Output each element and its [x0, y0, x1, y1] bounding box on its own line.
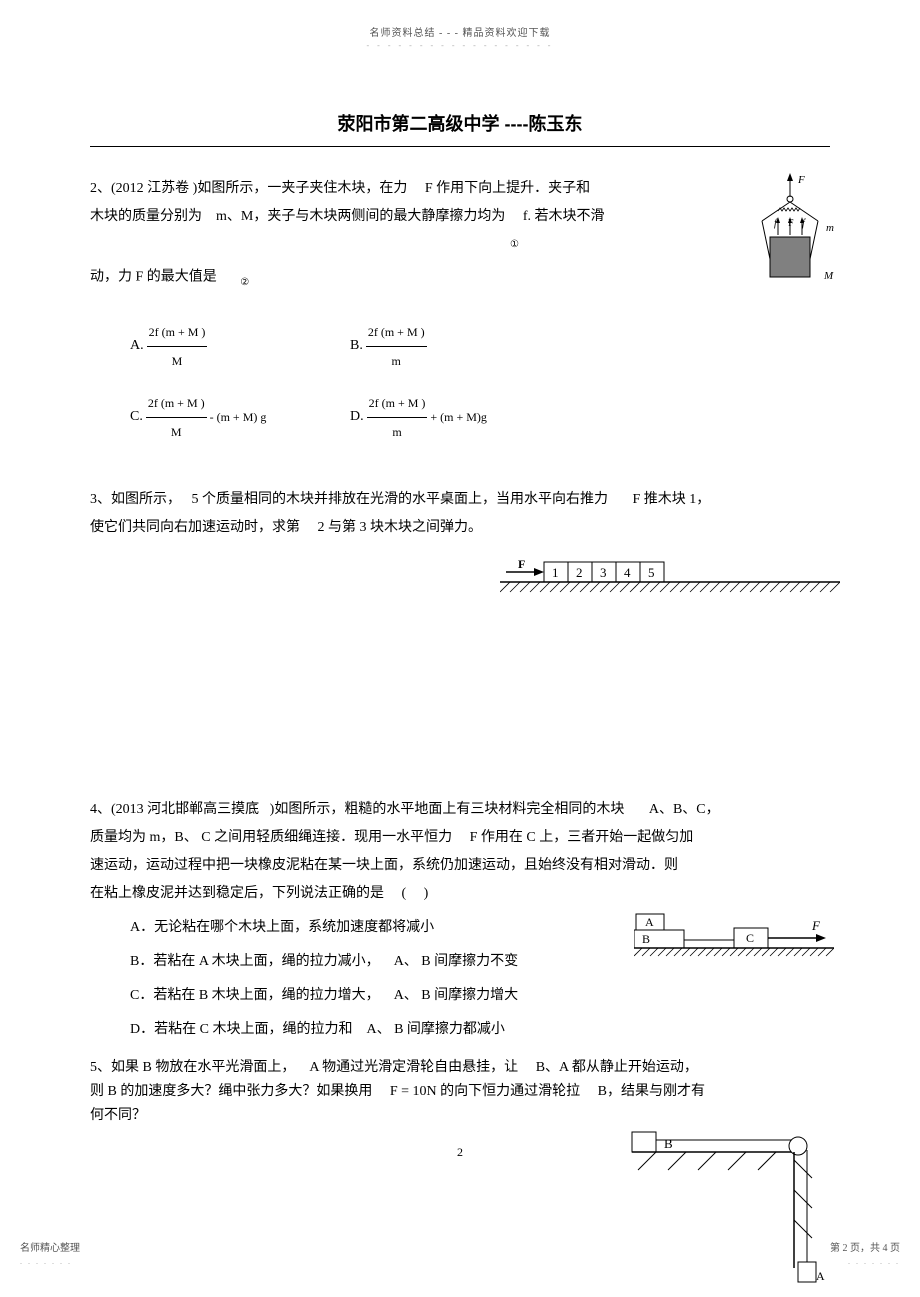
q3-fig-F: F [518, 557, 525, 571]
q4-fig-B: B [642, 932, 650, 946]
q2-optB-num: 2f (m + M ) [366, 318, 427, 347]
q4-l1b: )如图所示，粗糙的水平地面上有三块材料完全相同的木块 [270, 802, 625, 817]
q2-optD-num: 2f (m + M ) [367, 389, 428, 418]
q3-fig-b2: 2 [576, 565, 583, 580]
q4-optD2: A、 B 间摩擦力都减小 [366, 1022, 504, 1037]
q2-optB-label: B. [350, 332, 363, 360]
q3-fig-b3: 3 [600, 565, 607, 580]
q3-l1b: 5 个质量相同的木块并排放在光滑的水平桌面上，当用水平向右推力 [192, 492, 609, 507]
footer-dots-right: . . . . . . . [848, 1257, 900, 1266]
question-4: 4、(2013 河北邯郸高三摸底 )如图所示，粗糙的水平地面上有三块材料完全相同… [90, 796, 830, 1044]
q4-l4c: ) [424, 886, 429, 901]
q4-optB1: B．若粘在 A 木块上面，绳的拉力减小， [130, 954, 380, 969]
q4-optB2: A、 B 间摩擦力不变 [394, 954, 518, 969]
q4-optD: D．若粘在 C 木块上面，绳的拉力和 A、 B 间摩擦力都减小 [130, 1016, 830, 1044]
q2-optC-tail: - (m + M) g [210, 403, 267, 431]
q2-optC: C. 2f (m + M )M - (m + M) g [130, 389, 350, 446]
q4-l4b: ( [402, 886, 407, 901]
q2-fig-F: F [797, 174, 805, 186]
q2-circle2: ② [240, 277, 249, 288]
q4-l1a: 4、(2013 河北邯郸高三摸底 [90, 802, 259, 817]
q2-fig-F2: F [788, 218, 794, 229]
content-area: 2、(2012 江苏卷 )如图所示，一夹子夹住木块，在力 F 作用下向上提升．夹… [0, 175, 920, 1128]
q4-l4a: 在粘上橡皮泥并达到稳定后，下列说法正确的是 [90, 886, 384, 901]
q5-l1b: A 物通过光滑定滑轮自由悬挂，让 [309, 1060, 518, 1075]
q2-p2: F 作用下向上提升．夹子和 [425, 181, 590, 196]
page-title: 荥阳市第二高级中学 ----陈玉东 [0, 110, 920, 136]
q5-l2b: F = 10N 的向下恒力通过滑轮拉 [390, 1084, 580, 1099]
q2-optC-num: 2f (m + M ) [146, 389, 207, 418]
question-5: 5、如果 B 物放在水平光滑面上， A 物通过光滑定滑轮自由悬挂，让 B、A 都… [90, 1056, 830, 1128]
q4-l2b: F 作用在 C 上，三者开始一起做匀加 [470, 830, 694, 845]
q5-l1c: B、A 都从静止开始运动， [536, 1060, 698, 1075]
q2-optB: B. 2f (m + M )m [350, 318, 430, 375]
q4-optC: C．若粘在 B 木块上面，绳的拉力增大， A、 B 间摩擦力增大 [130, 982, 830, 1010]
q2-figure: F f F f m M [740, 171, 840, 301]
q4-optC1: C．若粘在 B 木块上面，绳的拉力增大， [130, 988, 380, 1003]
q3-fig-b4: 4 [624, 565, 631, 580]
q2-optC-label: C. [130, 403, 143, 431]
q4-l1c: A、B、C， [649, 802, 720, 817]
q2-l2a: 木块的质量分别为 [90, 209, 202, 224]
q3-l1c: F 推木块 1， [633, 492, 711, 507]
q2-optD: D. 2f (m + M )m + (m + M)g [350, 389, 487, 446]
header-top-text: 名师资料总结 - - - 精品资料欢迎下载 [0, 0, 920, 39]
q2-fig-M: M [823, 270, 834, 282]
q2-optD-label: D. [350, 403, 364, 431]
q2-options-row2: C. 2f (m + M )M - (m + M) g D. 2f (m + M… [130, 389, 830, 446]
q2-l2c: f. 若木块不滑 [523, 209, 605, 224]
q2-fig-m: m [826, 222, 834, 234]
q5-l2c: B，结果与刚才有 [598, 1084, 705, 1099]
footer-dots-left: . . . . . . . [20, 1257, 72, 1266]
q5-fig-A: A [816, 1269, 825, 1283]
q4-fig-F: F [811, 918, 821, 933]
q2-optB-den: m [366, 347, 427, 375]
q2-optA-num: 2f (m + M ) [147, 318, 208, 347]
title-underline [90, 146, 830, 147]
question-2: 2、(2012 江苏卷 )如图所示，一夹子夹住木块，在力 F 作用下向上提升．夹… [90, 175, 830, 446]
q3-l2a: 使它们共同向右加速运动时，求第 [90, 520, 300, 535]
q4-figure: A B C F [634, 912, 834, 968]
q2-text: 2、(2012 江苏卷 )如图所示，一夹子夹住木块，在力 F 作用下向上提升．夹… [90, 175, 830, 292]
footer-left: 名师精心整理 [20, 1239, 80, 1254]
title-sep: ---- [505, 114, 529, 134]
q3-figure: F 1 2 3 4 5 [500, 556, 840, 606]
q2-optA-den: M [147, 347, 208, 375]
q5-l1a: 5、如果 B 物放在水平光滑面上， [90, 1060, 295, 1075]
q2-circle1: ① [510, 231, 519, 259]
q4-l3: 速运动，运动过程中把一块橡皮泥粘在某一块上面，系统仍加速运动，且始终没有相对滑动… [90, 858, 678, 873]
footer-right: 第 2 页，共 4 页 [830, 1239, 900, 1254]
title-school: 荥阳市第二高级中学 [338, 114, 500, 134]
q3-l2b: 2 与第 3 块木块之间弹力。 [318, 520, 483, 535]
q2-options-row1: A. 2f (m + M )M B. 2f (m + M )m [130, 318, 830, 375]
q2-p1: 2、(2012 江苏卷 )如图所示，一夹子夹住木块，在力 [90, 181, 407, 196]
q4-fig-A: A [645, 915, 654, 929]
q4-optD1: D．若粘在 C 木块上面，绳的拉力和 [130, 1022, 352, 1037]
q3-fig-b1: 1 [552, 565, 559, 580]
q2-optD-tail: + (m + M)g [430, 403, 487, 431]
title-teacher: 陈玉东 [529, 114, 583, 134]
q3-l1a: 3、如图所示， [90, 492, 181, 507]
q5-l2a: 则 B 的加速度多大？绳中张力多大？如果换用 [90, 1084, 372, 1099]
q2-optC-den: M [146, 418, 207, 446]
q4-l2a: 质量均为 m，B、 C 之间用轻质细绳连接．现用一水平恒力 [90, 830, 452, 845]
q5-l3: 何不同？ [90, 1108, 146, 1123]
q3-fig-b5: 5 [648, 565, 655, 580]
q4-fig-C: C [746, 931, 754, 945]
q4-optC2: A、 B 间摩擦力增大 [394, 988, 518, 1003]
q2-optD-den: m [367, 418, 428, 446]
q2-l3: 动，力 F 的最大值是 [90, 270, 217, 285]
q2-optA: A. 2f (m + M )M [130, 318, 350, 375]
q2-l2b: m、M，夹子与木块两侧间的最大静摩擦力均为 [216, 209, 505, 224]
q2-optA-label: A. [130, 332, 144, 360]
page-number: 2 [0, 1145, 920, 1160]
header-dots: - - - - - - - - - - - - - - - - - - [0, 41, 920, 50]
question-3: 3、如图所示， 5 个质量相同的木块并排放在光滑的水平桌面上，当用水平向右推力 … [90, 486, 830, 606]
